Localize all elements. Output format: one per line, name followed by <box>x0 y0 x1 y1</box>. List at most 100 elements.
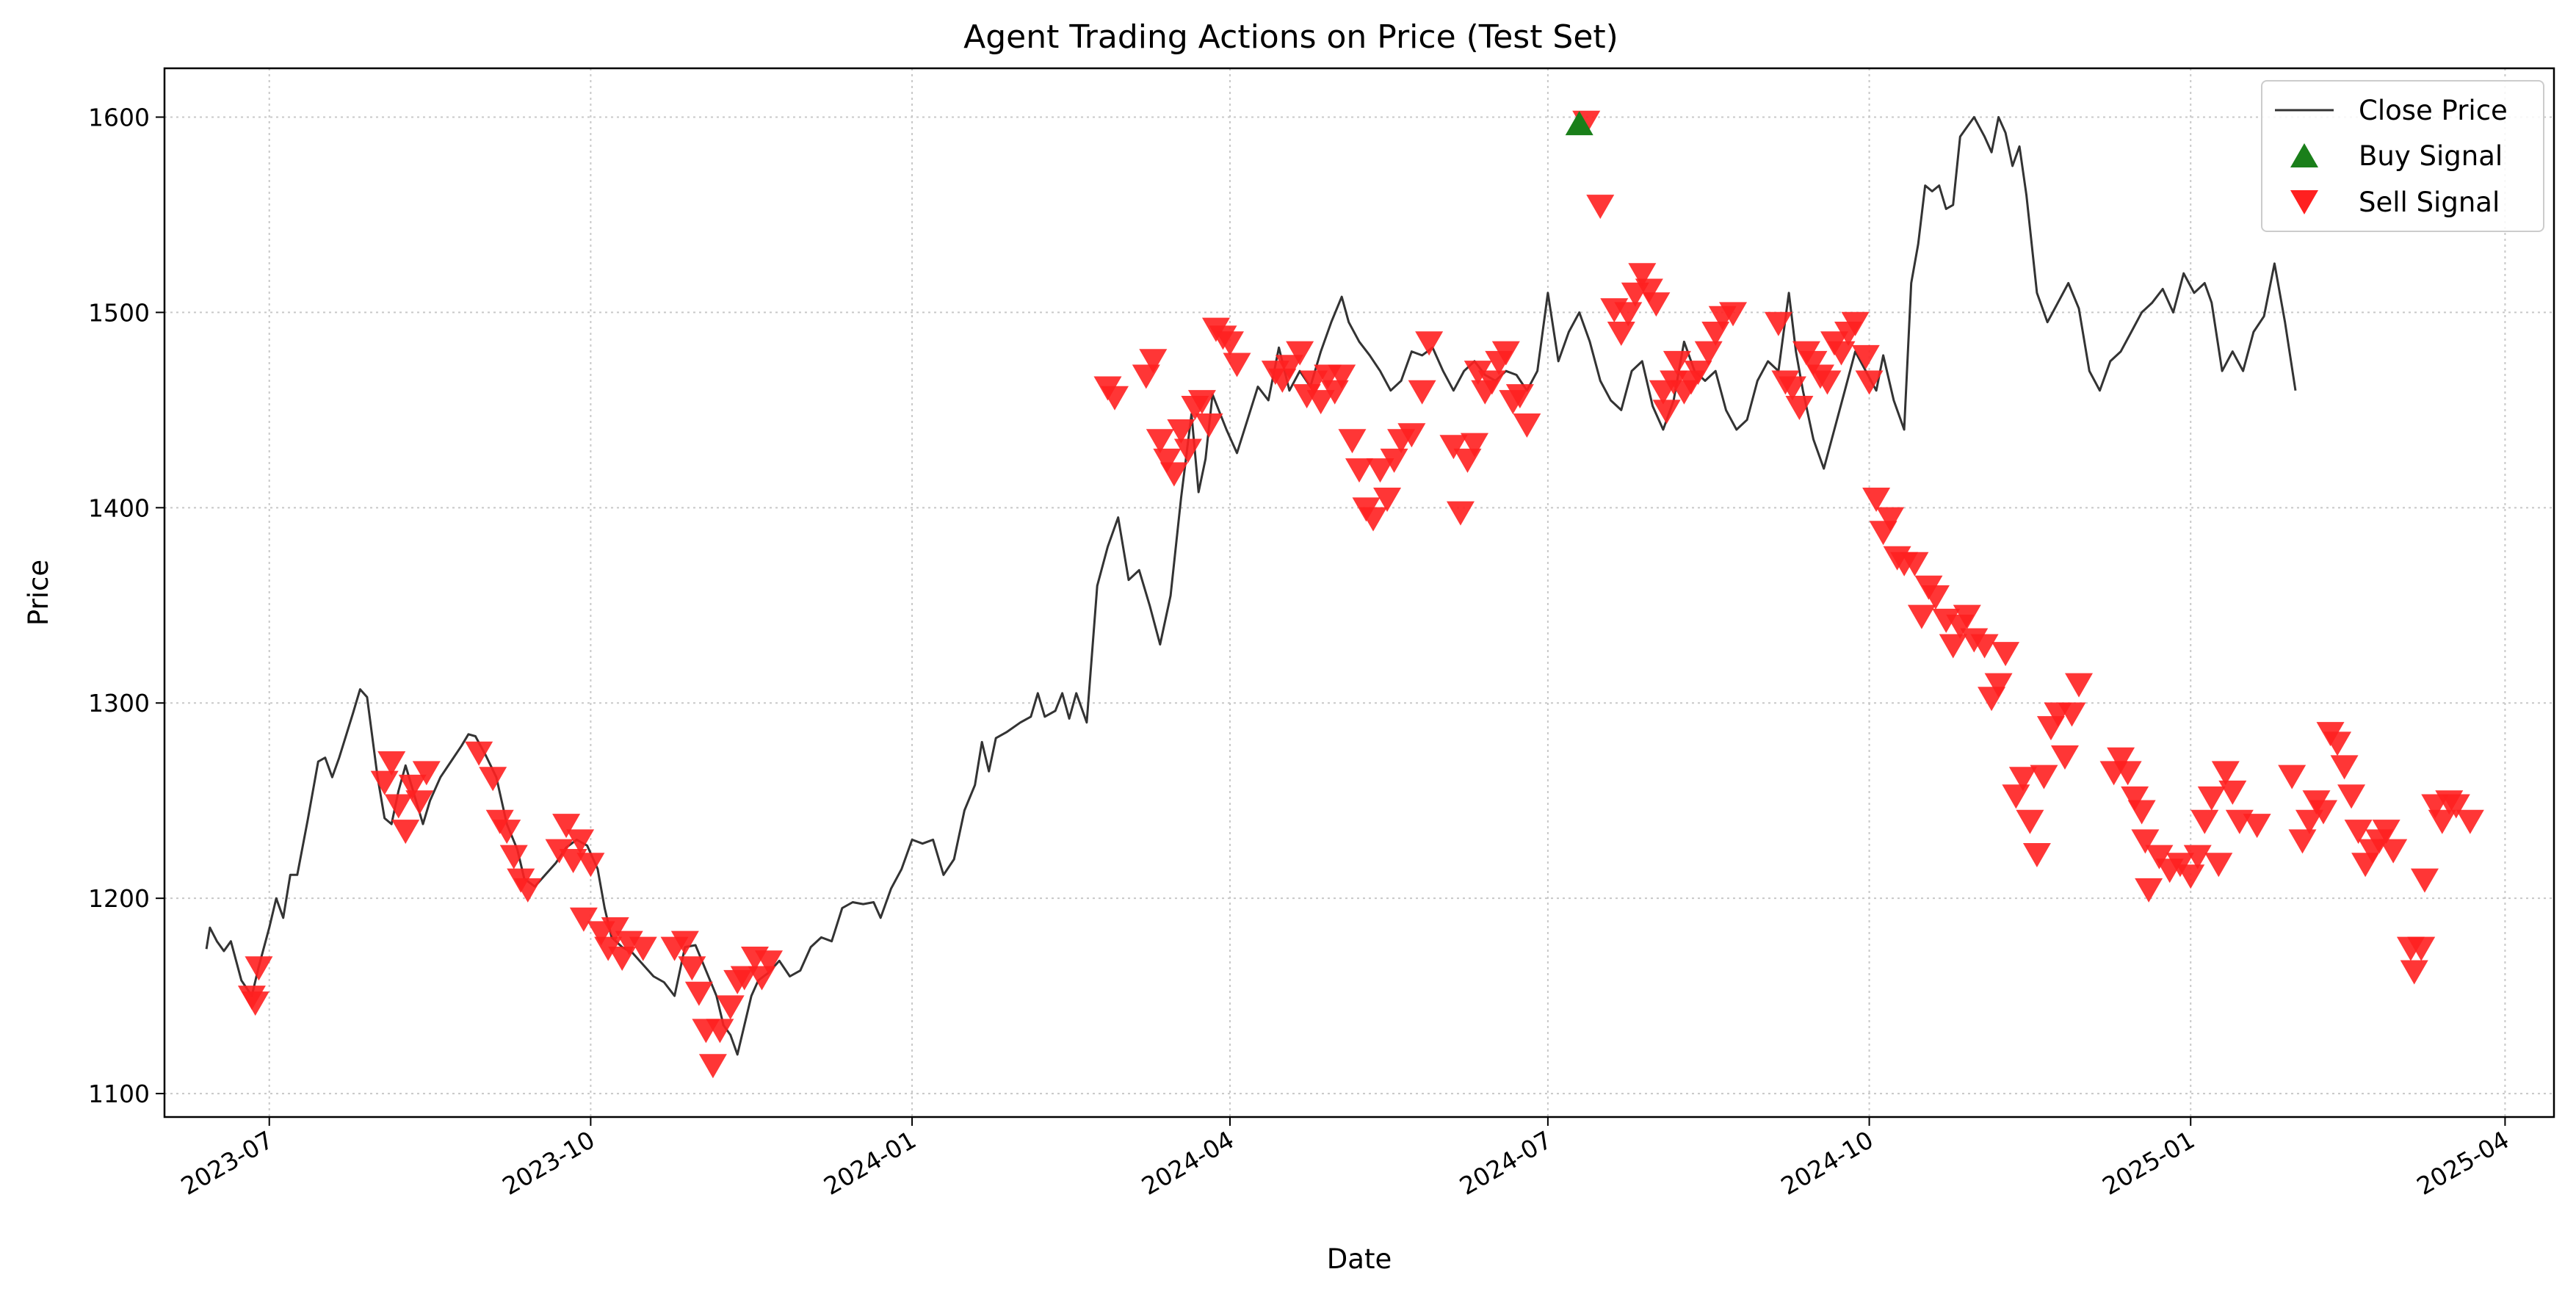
sell-signal-marker <box>576 853 605 878</box>
sell-signal-marker <box>1628 263 1657 288</box>
sell-signal-marker <box>1813 370 1842 395</box>
sell-signal-marker <box>1215 331 1244 356</box>
sell-signal-marker <box>2030 765 2058 789</box>
sell-signal-marker <box>493 820 521 845</box>
sell-signal-marker <box>1939 634 1967 659</box>
sell-signal-marker <box>1366 458 1394 483</box>
sell-signal-marker <box>1338 429 1367 454</box>
y-axis: 1100 1200 1300 1400 1500 1600 <box>88 103 164 1108</box>
sell-signal-marker <box>1684 361 1712 386</box>
sell-signal-marker <box>706 1019 734 1044</box>
sell-signal-marker <box>2372 820 2400 845</box>
sell-signal-marker <box>1719 302 1748 327</box>
sell-signal-marker <box>1359 507 1388 532</box>
legend-box <box>2261 80 2544 232</box>
sell-signal-marker <box>629 936 657 961</box>
sell-signal-marker <box>1345 458 1373 483</box>
sell-signal-marker <box>1139 349 1168 374</box>
sell-signal-marker <box>1652 400 1681 424</box>
sell-signal-marker <box>1855 370 1884 395</box>
sell-signal-marker <box>2183 845 2212 870</box>
y-tick-label: 1200 <box>88 884 150 913</box>
sell-signal-marker <box>569 907 598 932</box>
sell-signal-marker <box>2065 673 2094 698</box>
sell-signal-marker <box>2211 761 2240 786</box>
sell-signal-marker <box>1286 341 1314 366</box>
sell-signal-marker <box>1464 361 1492 386</box>
sell-signal-marker <box>1862 488 1891 513</box>
sell-signal-marker <box>2197 786 2226 811</box>
sell-signal-marker <box>1173 438 1202 463</box>
sell-signal-marker <box>1167 419 1195 444</box>
sell-signal-marker <box>1984 673 2013 698</box>
sell-signal-marker <box>2016 809 2044 834</box>
sell-signal-marker <box>1446 501 1475 526</box>
sell-signal-marker <box>1397 423 1426 448</box>
sell-signal-marker <box>1663 350 1691 375</box>
sell-signal-marker <box>2309 800 2338 825</box>
y-tick-label: 1500 <box>88 298 150 327</box>
sell-signal-marker <box>1991 642 2020 667</box>
sell-signal-marker <box>2243 814 2271 839</box>
sell-signal-marker <box>241 991 269 1016</box>
sell-signal-marker <box>716 995 745 1020</box>
sell-signal-marker <box>2131 829 2160 854</box>
sell-signal-marker <box>2145 845 2174 870</box>
sell-signal-marker <box>1764 311 1792 336</box>
legend-label-close-price: Close Price <box>2359 95 2508 126</box>
plot-area <box>205 110 2484 1079</box>
sell-signal-marker <box>1415 331 1444 356</box>
sell-signal-marker <box>2337 784 2366 809</box>
y-axis-label: Price <box>23 560 54 626</box>
sell-signal-marker <box>2218 780 2247 805</box>
sell-signal-marker <box>1373 488 1402 513</box>
sell-signal-marker <box>670 930 699 955</box>
sell-signal-marker <box>412 761 441 786</box>
sell-signal-marker <box>1900 552 1929 576</box>
sell-signal-marker <box>1841 311 1870 336</box>
sell-signal-marker <box>513 878 542 903</box>
sell-signal-marker <box>2442 794 2470 819</box>
x-axis-label: Date <box>1327 1243 1392 1275</box>
sell-signal-marker <box>2278 765 2307 789</box>
sell-signal-marker <box>384 794 413 819</box>
sell-signal-marker <box>1380 448 1408 473</box>
sell-signal-marker <box>1778 376 1806 401</box>
sell-signal-marker <box>545 839 574 864</box>
sell-signal-marker <box>2135 878 2163 903</box>
y-tick-label: 1300 <box>88 689 150 718</box>
sell-signal-marker <box>377 751 406 776</box>
sell-signal-marker <box>245 956 273 981</box>
sell-signal-marker <box>1223 353 1251 377</box>
sell-signal-marker <box>1642 292 1671 317</box>
sell-signal-marker <box>2410 868 2439 893</box>
sell-signal-marker <box>552 814 581 839</box>
sell-signal-marker <box>1614 302 1643 327</box>
sell-signal-marker <box>1907 604 1936 629</box>
sell-signal-marker <box>1586 195 1615 220</box>
sell-signal-marker <box>1921 585 1950 610</box>
y-tick-label: 1100 <box>88 1080 150 1108</box>
sell-signal-marker <box>2022 843 2051 868</box>
legend-label-sell-signal: Sell Signal <box>2359 187 2500 218</box>
sell-signal-marker <box>2008 767 2037 792</box>
sell-signal-marker <box>566 829 595 854</box>
sell-signal-marker <box>1195 413 1223 438</box>
legend-buy-marker <box>2290 143 2318 167</box>
sell-signal-marker <box>479 767 507 792</box>
y-tick-label: 1600 <box>88 103 150 131</box>
sell-signal-marker <box>2379 839 2408 864</box>
sell-signal-marker <box>1306 390 1335 415</box>
sell-signal-marker <box>499 845 528 870</box>
sell-signal-marker <box>1491 341 1520 366</box>
sell-signal-marker <box>594 936 623 961</box>
sell-signal-marker <box>2190 809 2219 834</box>
sell-signal-marker <box>1439 435 1468 460</box>
sell-signal-marker <box>465 741 493 766</box>
sell-signal-marker <box>1876 507 1905 532</box>
sell-signal-marker <box>1146 429 1174 454</box>
sell-signal-marker <box>1153 448 1182 473</box>
sell-signal-marker <box>2295 809 2323 834</box>
